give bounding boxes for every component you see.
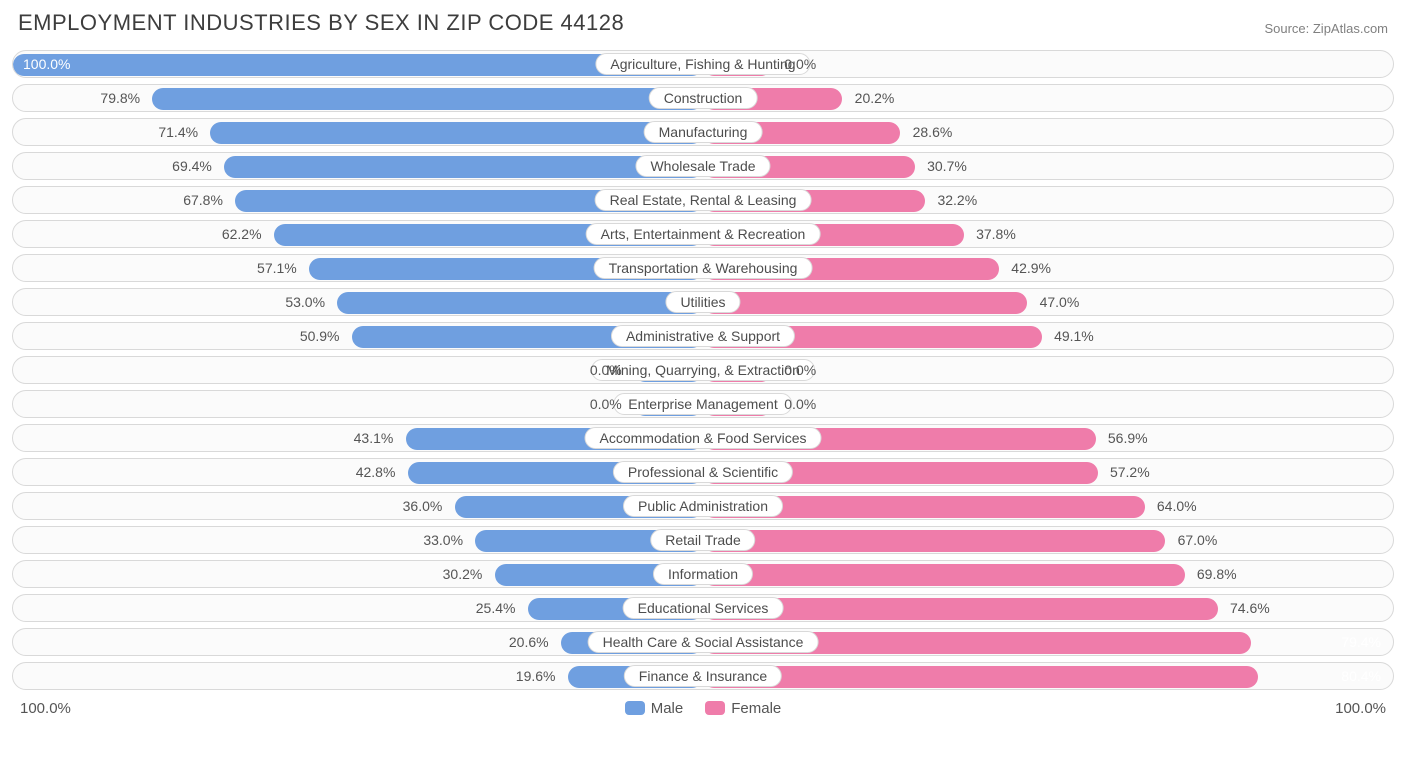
female-value: 20.2% — [855, 90, 895, 106]
male-value: 20.6% — [509, 634, 549, 650]
chart-row: Agriculture, Fishing & Hunting 100.0% 0.0% — [12, 50, 1394, 78]
chart-row: Construction 79.8% 20.2% — [12, 84, 1394, 112]
chart-row: Real Estate, Rental & Leasing 67.8% 32.2% — [12, 186, 1394, 214]
female-value: 0.0% — [784, 362, 816, 378]
industry-label: Health Care & Social Assistance — [588, 631, 819, 653]
male-value: 57.1% — [257, 260, 297, 276]
chart-row: Finance & Insurance 19.6% 80.4% — [12, 662, 1394, 690]
industry-label: Arts, Entertainment & Recreation — [586, 223, 821, 245]
legend-female-label: Female — [731, 700, 781, 717]
female-value: 47.0% — [1040, 294, 1080, 310]
female-value: 0.0% — [784, 396, 816, 412]
male-bar — [337, 292, 703, 314]
female-value: 57.2% — [1110, 464, 1150, 480]
female-value: 0.0% — [784, 56, 816, 72]
female-value: 80.4% — [1341, 668, 1381, 684]
male-value: 42.8% — [356, 464, 396, 480]
industry-label: Construction — [649, 87, 758, 109]
industry-label: Administrative & Support — [611, 325, 795, 347]
chart-row: Utilities 53.0% 47.0% — [12, 288, 1394, 316]
female-value: 37.8% — [976, 226, 1016, 242]
industry-label: Transportation & Warehousing — [594, 257, 813, 279]
female-bar — [703, 564, 1185, 586]
male-value: 30.2% — [443, 566, 483, 582]
male-value: 53.0% — [285, 294, 325, 310]
female-bar — [703, 292, 1027, 314]
male-value: 43.1% — [354, 430, 394, 446]
male-value: 100.0% — [23, 56, 70, 72]
industry-label: Utilities — [665, 291, 740, 313]
chart-row: Arts, Entertainment & Recreation 62.2% 37.… — [12, 220, 1394, 248]
chart-row: Transportation & Warehousing 57.1% 42.9% — [12, 254, 1394, 282]
male-value: 19.6% — [516, 668, 556, 684]
industry-label: Educational Services — [623, 597, 784, 619]
industry-label: Accommodation & Food Services — [585, 427, 822, 449]
male-bar — [152, 88, 703, 110]
legend-female: Female — [705, 700, 781, 717]
male-value: 69.4% — [172, 158, 212, 174]
female-value: 67.0% — [1178, 532, 1218, 548]
chart-row: Public Administration 36.0% 64.0% — [12, 492, 1394, 520]
male-value: 62.2% — [222, 226, 262, 242]
female-value: 56.9% — [1108, 430, 1148, 446]
male-value: 79.8% — [100, 90, 140, 106]
chart-row: Health Care & Social Assistance 20.6% 79.4… — [12, 628, 1394, 656]
industry-label: Real Estate, Rental & Leasing — [595, 189, 812, 211]
legend-row: 100.0% Male Female 100.0% — [12, 694, 1394, 722]
male-bar — [210, 122, 703, 144]
industry-label: Mining, Quarrying, & Extraction — [591, 359, 815, 381]
industry-label: Agriculture, Fishing & Hunting — [595, 53, 810, 75]
female-value: 49.1% — [1054, 328, 1094, 344]
male-value: 71.4% — [158, 124, 198, 140]
male-swatch — [625, 701, 645, 715]
axis-label-right: 100.0% — [1335, 700, 1386, 717]
male-value: 0.0% — [590, 396, 622, 412]
chart-source: Source: ZipAtlas.com — [1264, 21, 1388, 36]
legend-male: Male — [625, 700, 684, 717]
chart-row: Administrative & Support 50.9% 49.1% — [12, 322, 1394, 350]
industry-label: Enterprise Management — [613, 393, 792, 415]
legend-male-label: Male — [651, 700, 684, 717]
male-value: 0.0% — [590, 362, 622, 378]
female-value: 42.9% — [1011, 260, 1051, 276]
chart-row: Manufacturing 71.4% 28.6% — [12, 118, 1394, 146]
female-value: 69.8% — [1197, 566, 1237, 582]
industry-label: Manufacturing — [644, 121, 763, 143]
male-value: 36.0% — [403, 498, 443, 514]
chart-row: Professional & Scientific 42.8% 57.2% — [12, 458, 1394, 486]
industry-label: Information — [653, 563, 753, 585]
chart-row: Retail Trade 33.0% 67.0% — [12, 526, 1394, 554]
chart-rows: Agriculture, Fishing & Hunting 100.0% 0.0%… — [12, 50, 1394, 690]
female-bar — [703, 530, 1165, 552]
industry-label: Finance & Insurance — [624, 665, 782, 687]
male-value: 50.9% — [300, 328, 340, 344]
chart-row: Information 30.2% 69.8% — [12, 560, 1394, 588]
chart-row: Educational Services 25.4% 74.6% — [12, 594, 1394, 622]
female-value: 28.6% — [913, 124, 953, 140]
male-bar — [224, 156, 703, 178]
male-value: 25.4% — [476, 600, 516, 616]
female-bar — [703, 666, 1258, 688]
chart-row: Wholesale Trade 69.4% 30.7% — [12, 152, 1394, 180]
male-value: 67.8% — [183, 192, 223, 208]
chart-row: Accommodation & Food Services 43.1% 56.9% — [12, 424, 1394, 452]
female-value: 74.6% — [1230, 600, 1270, 616]
industry-label: Public Administration — [623, 495, 783, 517]
male-value: 33.0% — [423, 532, 463, 548]
chart-row: Enterprise Management0.0% 0.0% — [12, 390, 1394, 418]
female-swatch — [705, 701, 725, 715]
industry-label: Wholesale Trade — [635, 155, 770, 177]
female-value: 30.7% — [927, 158, 967, 174]
female-value: 79.4% — [1341, 634, 1381, 650]
industry-label: Retail Trade — [650, 529, 755, 551]
chart-row: Mining, Quarrying, & Extraction0.0% 0.0% — [12, 356, 1394, 384]
female-value: 32.2% — [937, 192, 977, 208]
chart-title: EMPLOYMENT INDUSTRIES BY SEX IN ZIP CODE… — [18, 10, 624, 36]
axis-label-left: 100.0% — [20, 700, 71, 717]
female-value: 64.0% — [1157, 498, 1197, 514]
industry-label: Professional & Scientific — [613, 461, 793, 483]
